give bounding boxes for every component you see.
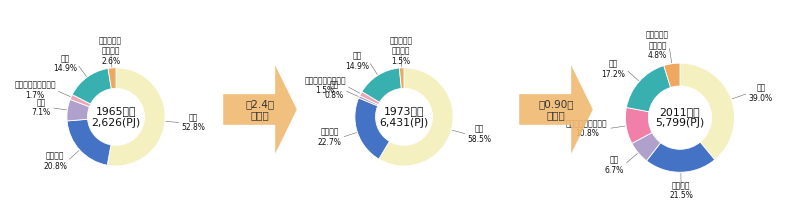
Text: 1965年度
2,626(PJ): 1965年度 2,626(PJ) <box>91 106 141 128</box>
Text: 電力
17.2%: 電力 17.2% <box>602 59 626 79</box>
Text: 新エネルギー・熱等
1.5%: 新エネルギー・熱等 1.5% <box>305 76 346 95</box>
Text: 石油
39.0%: 石油 39.0% <box>749 83 773 103</box>
Wedge shape <box>355 98 390 159</box>
Wedge shape <box>626 66 670 112</box>
Text: 石油
52.8%: 石油 52.8% <box>182 113 206 132</box>
Text: 約2.4倍
に増加: 約2.4倍 に増加 <box>246 99 274 120</box>
Text: 2011年度
5,799(PJ): 2011年度 5,799(PJ) <box>655 107 705 129</box>
Wedge shape <box>646 142 714 172</box>
Wedge shape <box>67 99 90 121</box>
Wedge shape <box>108 68 116 89</box>
Text: 石炭製品
20.8%: 石炭製品 20.8% <box>43 151 67 171</box>
Wedge shape <box>680 63 734 160</box>
Wedge shape <box>626 108 652 143</box>
Text: 新エネルギー・熱等
1.7%: 新エネルギー・熱等 1.7% <box>14 81 56 100</box>
Text: 天然ガス・
都市ガス
4.8%: 天然ガス・ 都市ガス 4.8% <box>646 30 669 60</box>
Wedge shape <box>358 96 378 106</box>
Text: 石炭
7.1%: 石炭 7.1% <box>32 98 51 117</box>
Wedge shape <box>107 68 165 166</box>
Text: 天然ガス・
都市ガス
1.5%: 天然ガス・ 都市ガス 1.5% <box>390 36 413 66</box>
Text: 電力
14.9%: 電力 14.9% <box>345 51 369 71</box>
Text: 石炭
6.7%: 石炭 6.7% <box>605 155 624 175</box>
Wedge shape <box>67 119 111 165</box>
Polygon shape <box>223 65 297 154</box>
Text: 1973年度
6,431(PJ): 1973年度 6,431(PJ) <box>379 106 429 128</box>
Text: 電力
14.9%: 電力 14.9% <box>53 54 77 74</box>
Text: 石炭
0.8%: 石炭 0.8% <box>325 80 344 100</box>
Wedge shape <box>362 68 402 102</box>
Wedge shape <box>379 68 453 166</box>
Wedge shape <box>72 68 111 104</box>
Polygon shape <box>519 65 593 154</box>
Text: 約0.90倍
に減少: 約0.90倍 に減少 <box>538 99 574 120</box>
Text: 新エネルギー・熱等
10.8%: 新エネルギー・熱等 10.8% <box>566 119 608 138</box>
Text: 天然ガス・
都市ガス
2.6%: 天然ガス・ 都市ガス 2.6% <box>99 36 122 66</box>
Wedge shape <box>664 63 680 87</box>
Wedge shape <box>70 95 90 107</box>
Wedge shape <box>360 92 379 105</box>
Text: 石炭製品
22.7%: 石炭製品 22.7% <box>318 128 342 147</box>
Text: 石炭製品
21.5%: 石炭製品 21.5% <box>670 181 693 200</box>
Text: 石油
58.5%: 石油 58.5% <box>467 125 491 144</box>
Wedge shape <box>399 68 404 88</box>
Wedge shape <box>632 132 661 161</box>
